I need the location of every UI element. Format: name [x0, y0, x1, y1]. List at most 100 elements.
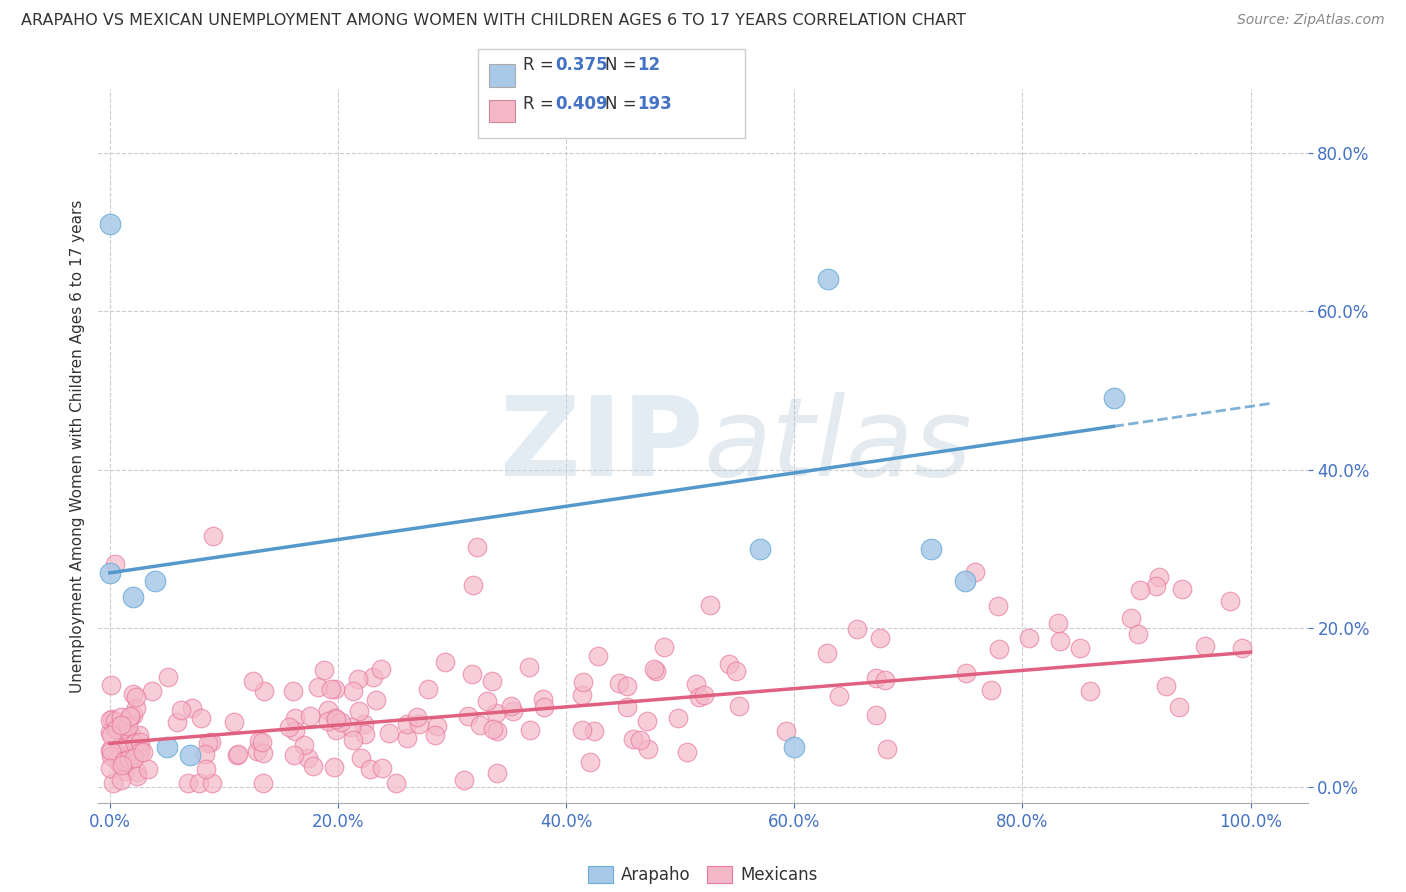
- Point: [363, 670, 385, 684]
- Point: [1129, 583, 1152, 598]
- Point: [297, 751, 319, 765]
- Point: [114, 764, 136, 779]
- Point: [121, 708, 143, 723]
- Point: [118, 710, 141, 724]
- Point: [406, 710, 429, 724]
- Point: [98, 566, 121, 580]
- Point: [120, 728, 142, 742]
- Point: [292, 738, 315, 752]
- Point: [226, 747, 249, 761]
- Point: [301, 759, 323, 773]
- Point: [112, 720, 135, 734]
- Point: [637, 742, 659, 756]
- Text: 0.375: 0.375: [555, 56, 607, 74]
- Point: [1069, 640, 1091, 655]
- Point: [100, 749, 122, 764]
- Point: [468, 718, 491, 732]
- Point: [350, 751, 373, 765]
- Point: [115, 750, 138, 764]
- Point: [370, 662, 392, 676]
- Point: [457, 708, 479, 723]
- Point: [461, 666, 484, 681]
- Point: [103, 776, 125, 790]
- Point: [242, 673, 264, 688]
- Point: [284, 711, 307, 725]
- Point: [876, 741, 898, 756]
- Point: [118, 752, 141, 766]
- Point: [718, 657, 741, 672]
- Point: [465, 540, 488, 554]
- Point: [517, 659, 540, 673]
- Point: [621, 732, 644, 747]
- Point: [111, 734, 134, 748]
- Point: [111, 722, 134, 736]
- Point: [616, 679, 638, 693]
- Point: [1154, 679, 1177, 693]
- Point: [197, 736, 219, 750]
- Point: [194, 747, 217, 761]
- Point: [482, 722, 505, 736]
- Point: [1049, 634, 1071, 648]
- Point: [1144, 578, 1167, 592]
- Point: [571, 723, 593, 737]
- Text: 0.409: 0.409: [555, 95, 607, 113]
- Point: [1119, 610, 1142, 624]
- Point: [426, 718, 449, 732]
- Point: [1047, 616, 1070, 631]
- Point: [114, 753, 136, 767]
- Text: N =: N =: [605, 56, 641, 74]
- Point: [342, 733, 364, 747]
- Point: [316, 714, 339, 729]
- Text: ARAPAHO VS MEXICAN UNEMPLOYMENT AMONG WOMEN WITH CHILDREN AGES 6 TO 17 YEARS COR: ARAPAHO VS MEXICAN UNEMPLOYMENT AMONG WO…: [21, 13, 966, 29]
- Point: [98, 725, 121, 739]
- Point: [395, 717, 418, 731]
- Point: [98, 217, 121, 231]
- Point: [125, 764, 148, 779]
- Point: [571, 688, 593, 702]
- Text: atlas: atlas: [703, 392, 972, 500]
- Point: [519, 723, 541, 738]
- Point: [128, 741, 150, 756]
- Point: [817, 272, 839, 286]
- Point: [181, 700, 204, 714]
- Point: [396, 731, 419, 746]
- Point: [408, 716, 430, 731]
- Point: [111, 758, 134, 772]
- Point: [111, 755, 134, 769]
- Point: [98, 713, 121, 727]
- Point: [124, 690, 146, 704]
- Point: [359, 762, 381, 776]
- Point: [325, 723, 347, 738]
- Point: [253, 683, 276, 698]
- Point: [502, 704, 524, 718]
- Point: [125, 769, 148, 783]
- Point: [281, 683, 304, 698]
- Point: [845, 623, 868, 637]
- Text: 12: 12: [637, 56, 659, 74]
- Point: [987, 641, 1010, 656]
- Point: [349, 705, 371, 719]
- Point: [316, 703, 339, 717]
- Point: [1102, 392, 1125, 406]
- Point: [170, 703, 193, 717]
- Point: [461, 578, 484, 592]
- Point: [188, 776, 211, 790]
- Point: [783, 740, 806, 755]
- Point: [323, 760, 346, 774]
- Point: [250, 735, 273, 749]
- Point: [156, 670, 179, 684]
- Point: [699, 598, 721, 612]
- Point: [224, 714, 246, 729]
- Point: [314, 663, 336, 677]
- Point: [1126, 627, 1149, 641]
- Point: [114, 754, 136, 768]
- Point: [423, 728, 446, 742]
- Point: [693, 688, 716, 702]
- Point: [247, 734, 270, 748]
- Point: [583, 724, 606, 739]
- Point: [166, 714, 188, 729]
- Point: [955, 666, 977, 681]
- Point: [125, 700, 148, 714]
- Point: [179, 748, 201, 763]
- Point: [1168, 699, 1191, 714]
